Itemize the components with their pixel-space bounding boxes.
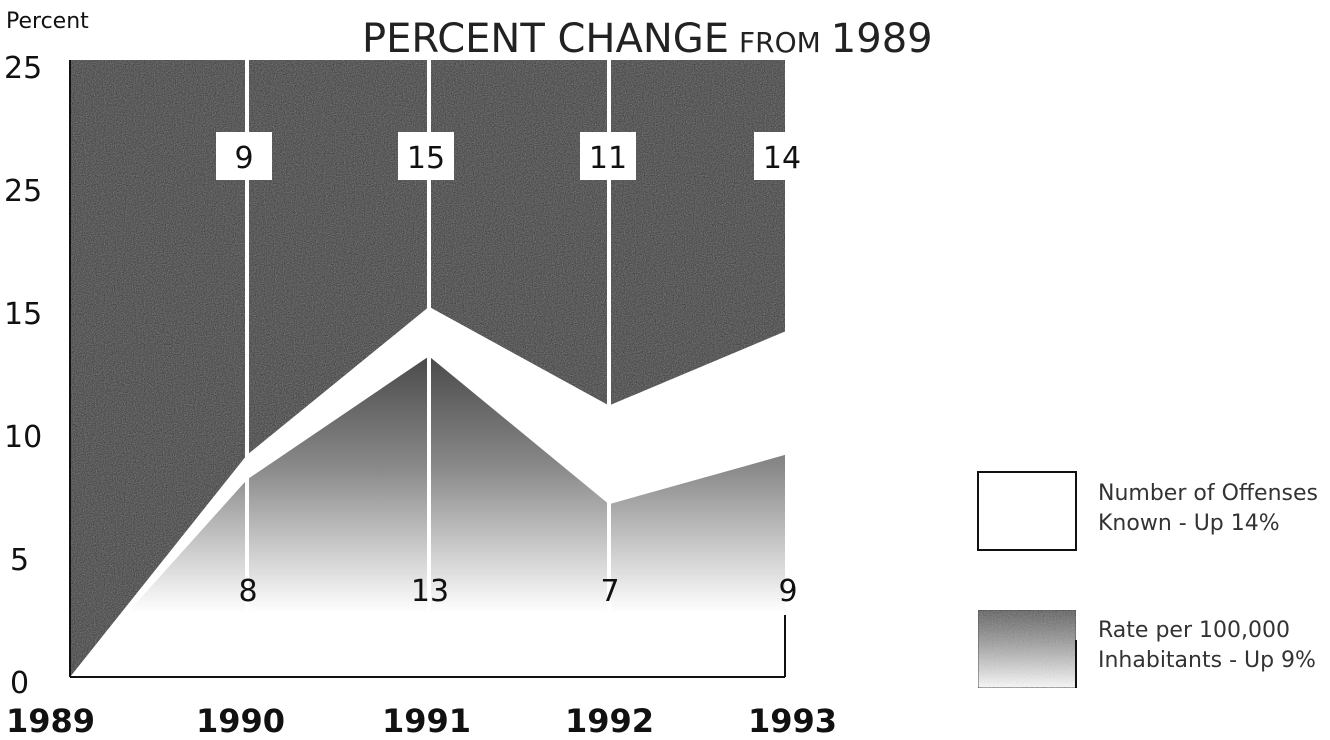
- y-tick-5: 5: [10, 543, 29, 578]
- rate-label-1991: 13: [411, 574, 449, 609]
- legend-label-rate-line1: Rate per 100,000: [1098, 618, 1290, 643]
- offenses-label-box-1990: [216, 132, 272, 180]
- offenses-label-1991: 15: [407, 141, 445, 176]
- offenses-label-box-1991: [398, 132, 454, 180]
- x-tick-1990: 1990: [196, 702, 285, 740]
- legend-label-rate-line2: Inhabitants - Up 9%: [1098, 648, 1316, 673]
- y-tick-10: 10: [4, 420, 42, 455]
- rate-label-1992: 7: [600, 574, 619, 609]
- x-tick-1992: 1992: [565, 702, 654, 740]
- y-ticks: 0 5 10 15 25 25: [4, 51, 42, 701]
- offenses-labels: 9 15 11 14: [216, 132, 810, 180]
- offenses-label-1992: 11: [589, 141, 627, 176]
- title-year: 1989: [831, 16, 933, 62]
- legend-swatch-rate: [977, 609, 1077, 689]
- y-tick-15: 15: [4, 297, 42, 332]
- x-tick-1993: 1993: [748, 702, 837, 740]
- y-tick-20: 25: [4, 174, 42, 209]
- rate-label-1990: 8: [238, 574, 257, 609]
- legend-swatch-offenses: [977, 471, 1077, 551]
- y-tick-0: 0: [10, 666, 29, 701]
- legend-label-offenses-line1: Number of Offenses: [1098, 481, 1318, 506]
- offenses-label-1990: 9: [234, 141, 253, 176]
- title-main: PERCENT CHANGE: [362, 16, 729, 62]
- title-from: FROM: [739, 26, 821, 59]
- offenses-label-box-1993: [754, 132, 810, 180]
- chart-title: PERCENT CHANGE FROM 1989: [362, 16, 933, 62]
- legend: Number of Offenses Known - Up 14% Rate p…: [977, 471, 1318, 689]
- y-axis-label: Percent: [6, 9, 89, 34]
- legend-label-offenses-line2: Known - Up 14%: [1098, 511, 1280, 536]
- rate-labels: 8 13 7 9: [238, 574, 797, 609]
- offenses-label-1993: 14: [763, 141, 801, 176]
- x-tick-1991: 1991: [382, 702, 471, 740]
- offenses-label-box-1992: [580, 132, 636, 180]
- rate-label-1993: 9: [778, 574, 797, 609]
- x-ticks: 1989 1990 1991 1992 1993: [6, 702, 837, 740]
- x-tick-1989: 1989: [6, 702, 95, 740]
- y-tick-25: 25: [4, 51, 42, 86]
